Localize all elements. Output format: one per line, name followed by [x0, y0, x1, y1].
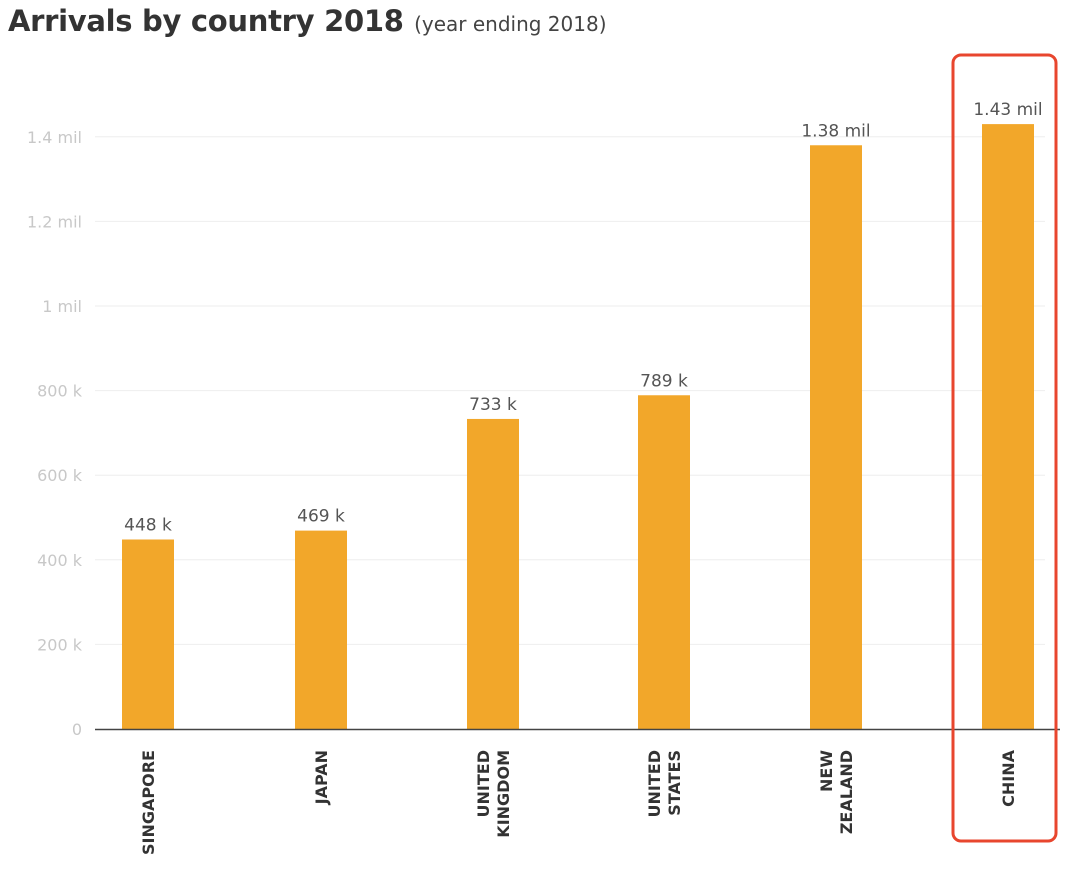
y-tick-label: 400 k [37, 551, 83, 570]
chart-title: Arrivals by country 2018 [8, 4, 404, 38]
category-label-line: CHINA [999, 749, 1018, 806]
highlight-layer [951, 53, 1058, 843]
data-label: 1.43 mil [973, 100, 1042, 120]
data-labels: 448 k 469 k 733 k 789 k 1.38 mil 1.43 mil [124, 100, 1042, 535]
y-tick-label: 200 k [37, 635, 83, 654]
category-label-line: UNITED [474, 750, 493, 817]
bar [982, 124, 1034, 730]
category-label: SINGAPORE [139, 750, 158, 855]
bar [467, 418, 519, 729]
category-label: CHINA [999, 749, 1018, 806]
category-label-line: KINGDOM [494, 750, 513, 838]
grid-lines [95, 136, 1045, 645]
y-tick-label: 1 mil [42, 297, 82, 316]
chart-title-row: Arrivals by country 2018 (year ending 20… [8, 4, 607, 38]
category-label: UNITED STATES [645, 750, 684, 817]
data-label: 733 k [469, 395, 517, 415]
y-tick-label: 1.2 mil [27, 212, 82, 231]
chart-subtitle: (year ending 2018) [414, 12, 607, 36]
category-label-line: ZEALAND [837, 750, 856, 834]
y-tick-label: 600 k [37, 466, 83, 485]
category-label: NEW ZEALAND [817, 750, 856, 835]
category-label-line: NEW [817, 750, 836, 792]
data-label: 1.38 mil [801, 121, 870, 141]
highlight-box [951, 53, 1058, 843]
category-label-line: UNITED [645, 750, 664, 817]
y-tick-label: 800 k [37, 382, 83, 401]
category-label-line: SINGAPORE [139, 750, 158, 855]
category-label-line: JAPAN [312, 750, 331, 805]
category-label: JAPAN [312, 750, 331, 805]
bars [122, 124, 1034, 730]
bar [638, 395, 690, 729]
bar [295, 530, 347, 729]
y-tick-label: 1.4 mil [27, 128, 82, 147]
data-label: 469 k [297, 507, 345, 527]
y-axis-ticks: 0 200 k 400 k 600 k 800 k 1 mil 1.2 mil 1.4 mil [27, 128, 83, 739]
category-label-line: STATES [665, 750, 684, 816]
data-label: 789 k [640, 371, 688, 391]
bar [122, 539, 174, 729]
category-label: UNITED KINGDOM [474, 750, 513, 838]
bar [810, 145, 862, 729]
data-label: 448 k [124, 515, 172, 535]
category-labels: SINGAPORE JAPAN UNITED KINGDOM UNITED STATES N… [139, 749, 1018, 855]
y-tick-label: 0 [72, 720, 82, 739]
